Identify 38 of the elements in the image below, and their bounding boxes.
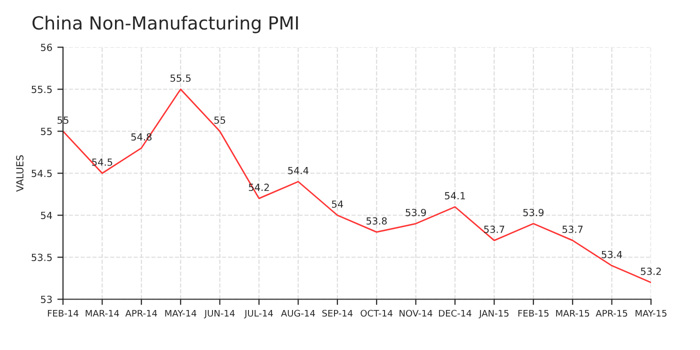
data-label: 54.1 [444, 192, 465, 200]
x-tick-label: MAR-14 [86, 310, 120, 317]
y-tick-label: 53 [40, 296, 52, 304]
y-tick-label: 55.5 [32, 86, 52, 94]
data-label: 53.7 [562, 226, 583, 234]
x-tick-label: DEC-14 [439, 310, 472, 317]
data-label: 53.2 [640, 268, 661, 276]
y-tick-label: 54.5 [32, 170, 52, 178]
x-tick-label: OCT-14 [360, 310, 393, 317]
data-label: 55 [214, 116, 226, 124]
data-label: 53.7 [484, 226, 504, 234]
y-tick-label: 55 [40, 128, 52, 136]
y-tick-label: 53.5 [32, 254, 52, 262]
x-tick-label: MAY-15 [636, 310, 666, 317]
x-tick-label: FEB-15 [518, 310, 549, 317]
x-tick-label: NOV-14 [400, 310, 432, 317]
x-tick-label: SEP-14 [322, 310, 353, 317]
data-label: 53.9 [406, 208, 426, 216]
x-tick-label: AUG-14 [281, 310, 315, 317]
data-label: 53.4 [602, 250, 622, 258]
data-label: 54 [332, 200, 344, 208]
data-label: 55.5 [170, 74, 191, 82]
x-tick-label: APR-15 [596, 310, 628, 317]
y-tick-label: 56 [40, 44, 52, 52]
data-label: 54.4 [288, 166, 308, 174]
data-label: 53.9 [523, 208, 544, 216]
data-label: 54.5 [92, 158, 112, 166]
x-tick-label: APR-14 [125, 310, 158, 317]
chart-title: China Non-Manufacturing PMI [32, 16, 298, 34]
x-tick-label: MAR-15 [556, 310, 590, 317]
data-label: 53.8 [366, 217, 387, 225]
x-tick-label: JAN-15 [478, 310, 508, 318]
x-tick-label: MAY-14 [165, 310, 196, 317]
y-axis-title: VALUES [16, 155, 24, 192]
x-tick-label: JUL-14 [244, 310, 273, 318]
y-tick-label: 54 [40, 212, 52, 220]
x-tick-label: FEB-14 [48, 310, 78, 317]
x-tick-label: JUN-14 [204, 310, 235, 318]
